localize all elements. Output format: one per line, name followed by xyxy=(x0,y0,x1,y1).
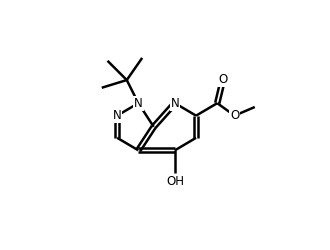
Text: O: O xyxy=(218,72,228,86)
Text: O: O xyxy=(230,109,239,122)
Text: N: N xyxy=(171,97,179,110)
Text: OH: OH xyxy=(166,174,184,188)
Text: N: N xyxy=(134,97,143,110)
Text: N: N xyxy=(113,109,121,122)
